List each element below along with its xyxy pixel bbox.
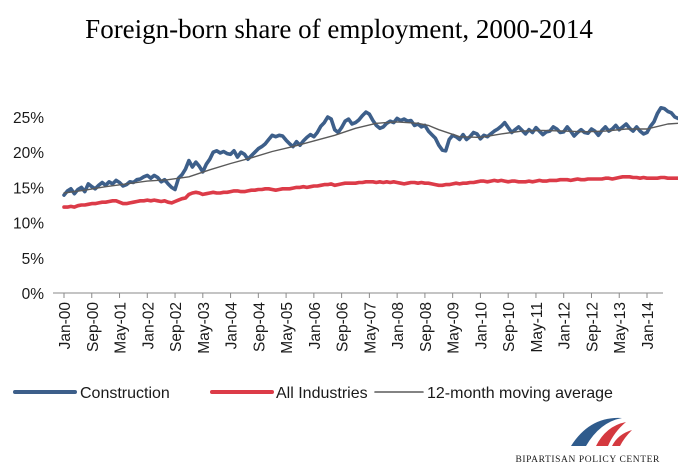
y-tick-label: 0% (22, 286, 45, 303)
logo-text: BIPARTISAN POLICY CENTER (515, 455, 660, 465)
x-tick-label: May-03 (196, 302, 213, 354)
x-tick-label: May-11 (529, 302, 546, 353)
x-tick-label: Jan-10 (473, 302, 490, 350)
series-line-12-month-moving-average (63, 121, 678, 194)
y-axis: 0% 5% 10% 15% 20% 25% (13, 110, 44, 303)
legend-label: 12-month moving average (427, 385, 613, 402)
x-tick-label: Sep-08 (418, 302, 435, 352)
x-tick-label: May-01 (113, 302, 130, 354)
x-tick-label: Sep-02 (168, 302, 185, 352)
legend-label: Construction (80, 385, 170, 402)
legend-label: All Industries (276, 385, 368, 402)
y-tick-label: 15% (13, 180, 44, 197)
logo-arc-red-2 (612, 430, 632, 446)
y-tick-label: 20% (13, 145, 44, 162)
x-tick-label: Sep-00 (85, 302, 102, 352)
x-tick-label: May-05 (279, 302, 296, 354)
x-tick-label: May-09 (446, 302, 463, 354)
series-line-all-industries (62, 175, 678, 209)
x-axis: Jan-00 Sep-00 May-01 Jan-02 Sep-02 May-03 Jan-… (53, 292, 663, 354)
logo-arc-red (596, 422, 626, 446)
series-layer (62, 106, 678, 209)
x-tick-label: Jan-04 (224, 302, 241, 350)
x-tick-label: Jan-08 (390, 302, 407, 349)
y-tick-label: 25% (13, 110, 44, 127)
series-line-construction (62, 106, 678, 197)
legend: Construction All Industries 12-month movin… (13, 385, 613, 402)
y-tick-label: 10% (13, 216, 44, 233)
x-tick-label: May-07 (362, 302, 379, 354)
x-tick-label: Jan-12 (557, 302, 574, 349)
x-tick-label: Sep-06 (335, 302, 352, 352)
y-tick-label: 5% (22, 251, 45, 268)
x-tick-label: Jan-00 (57, 302, 74, 350)
x-tick-label: Jan-06 (307, 302, 324, 349)
x-tick-label: Jan-02 (140, 302, 157, 349)
x-tick-label: May-13 (612, 302, 629, 354)
bipartisan-policy-center-logo: BIPARTISAN POLICY CENTER (515, 417, 660, 465)
x-tick-label: Sep-12 (584, 302, 601, 352)
x-tick-label: Jan-14 (640, 302, 657, 350)
x-tick-label: Sep-10 (501, 302, 518, 352)
logo-arc-blue (571, 417, 622, 446)
chart-title: Foreign-born share of employment, 2000-2… (85, 14, 593, 44)
x-tick-label: Sep-04 (251, 302, 268, 352)
